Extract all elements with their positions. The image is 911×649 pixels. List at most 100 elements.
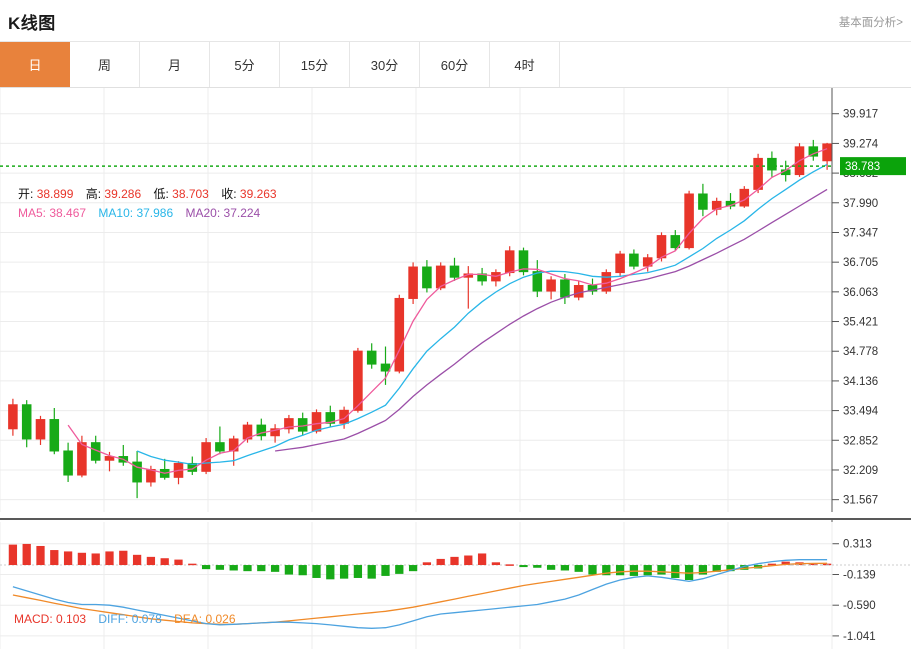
- tab-15min[interactable]: 15分: [280, 42, 350, 87]
- macd-histogram-bar: [395, 565, 404, 574]
- candlestick: [366, 343, 377, 369]
- candlestick: [353, 347, 363, 413]
- macd-histogram-bar: [560, 565, 570, 571]
- macd-histogram-bar: [767, 563, 777, 566]
- open-value: 38.899: [36, 187, 74, 201]
- macd-histogram-bar: [146, 556, 156, 566]
- macd-histogram-bar: [698, 565, 708, 575]
- page-header: K线图 基本面分析>: [0, 0, 911, 42]
- macd-histogram-bar: [132, 554, 142, 566]
- macd-histogram-bar: [326, 565, 335, 580]
- ma5-value: 38.467: [49, 206, 87, 220]
- macd-histogram-bar: [105, 551, 114, 566]
- macd-histogram-bar: [243, 565, 252, 572]
- candlestick: [449, 257, 460, 281]
- price-axis-tick: 35.421: [843, 317, 878, 329]
- price-axis-tick: 37.990: [843, 198, 878, 210]
- kline-chart-svg[interactable]: 39.91739.27438.63237.99037.34736.70536.0…: [0, 88, 911, 649]
- price-axis-tick: 34.778: [843, 346, 878, 358]
- macd-histogram-bar: [229, 565, 238, 571]
- diff-line: [12, 559, 828, 629]
- macd-histogram-bar: [588, 565, 597, 575]
- candlestick: [118, 444, 129, 466]
- candlestick: [215, 426, 225, 455]
- candlestick: [532, 260, 543, 298]
- macd-histogram-bar: [602, 565, 611, 576]
- macd-histogram-bar: [284, 565, 294, 575]
- macd-histogram-bar: [643, 565, 652, 576]
- open-label: 开:: [18, 187, 34, 201]
- ma10-label: MA10:: [98, 206, 134, 220]
- candlestick: [242, 421, 253, 443]
- close-label: 收:: [221, 187, 237, 201]
- ma20-line: [275, 188, 828, 452]
- macd-histogram-bar: [464, 555, 473, 566]
- macd-histogram-bar: [491, 562, 501, 566]
- macd-histogram-bar: [546, 565, 556, 570]
- candlestick: [394, 294, 405, 374]
- ma5-label: MA5:: [18, 206, 47, 220]
- macd-axis-tick: 0.313: [843, 539, 872, 551]
- candlestick: [256, 418, 267, 441]
- fundamental-analysis-link[interactable]: 基本面分析>: [838, 17, 903, 29]
- macd-histogram-bar: [574, 565, 583, 572]
- tab-day[interactable]: 日: [0, 42, 70, 87]
- macd-histogram-bar: [436, 558, 445, 566]
- candlestick: [77, 435, 87, 478]
- candlestick: [518, 247, 529, 276]
- macd-histogram-bar: [381, 565, 390, 576]
- candlestick: [49, 408, 60, 455]
- tab-5min[interactable]: 5分: [210, 42, 280, 87]
- tab-month[interactable]: 月: [140, 42, 210, 87]
- macd-histogram-bar: [477, 553, 487, 566]
- low-value: 38.703: [172, 187, 209, 201]
- candlestick: [159, 458, 170, 480]
- macd-histogram-bar: [36, 545, 45, 566]
- price-axis-tick: 39.917: [843, 109, 878, 121]
- tab-4hour[interactable]: 4时: [490, 42, 560, 87]
- chart-area[interactable]: 39.91739.27438.63237.99037.34736.70536.0…: [0, 88, 911, 649]
- macd-histogram-bar: [353, 565, 363, 578]
- price-axis-tick: 39.274: [843, 138, 879, 150]
- tab-30min[interactable]: 30分: [350, 42, 420, 87]
- period-tabbar: 日 周 月 5分 15分 30分 60分 4时: [0, 42, 911, 88]
- candlestick: [173, 461, 184, 485]
- ohlc-readout: 开: 38.899 高: 39.286 低: 38.703 收: 39.263: [18, 185, 277, 202]
- ma5-line: [67, 148, 828, 474]
- macd-histogram-bar: [740, 565, 749, 570]
- candlestick: [35, 415, 46, 445]
- macd-histogram-bar: [174, 559, 183, 566]
- macd-histogram-bar: [684, 565, 694, 581]
- candlestick: [491, 269, 501, 287]
- candlestick: [808, 139, 819, 161]
- high-value: 39.286: [104, 187, 142, 201]
- macd-histogram-bar: [119, 550, 128, 566]
- macd-histogram-bar: [712, 565, 721, 572]
- macd-histogram-bar: [408, 565, 418, 572]
- current-price-badge-text: 38.783: [845, 161, 880, 173]
- macd-histogram-bar: [615, 565, 625, 576]
- ma10-line: [136, 163, 828, 466]
- macd-histogram-bar: [188, 563, 197, 566]
- candlestick: [670, 230, 681, 251]
- candlestick: [325, 405, 336, 427]
- candlestick: [408, 262, 418, 304]
- candlestick: [270, 424, 280, 443]
- macd-histogram-bar: [312, 565, 321, 578]
- macd-histogram-bar: [519, 565, 528, 568]
- high-label: 高:: [85, 187, 102, 201]
- price-axis-tick: 32.209: [843, 465, 878, 477]
- tab-week[interactable]: 周: [70, 42, 140, 87]
- tab-60min[interactable]: 60分: [420, 42, 490, 87]
- candlestick: [711, 197, 722, 216]
- candlestick: [187, 456, 198, 476]
- candlestick: [767, 151, 777, 177]
- candlestick: [21, 400, 32, 448]
- candlestick: [380, 346, 391, 385]
- price-axis-tick: 36.063: [843, 287, 878, 299]
- macd-histogram-bar: [671, 565, 680, 578]
- macd-histogram-bar: [629, 565, 639, 576]
- macd-histogram-bar: [8, 544, 18, 566]
- price-axis-tick: 37.347: [843, 227, 878, 239]
- price-axis-tick: 33.494: [843, 406, 879, 418]
